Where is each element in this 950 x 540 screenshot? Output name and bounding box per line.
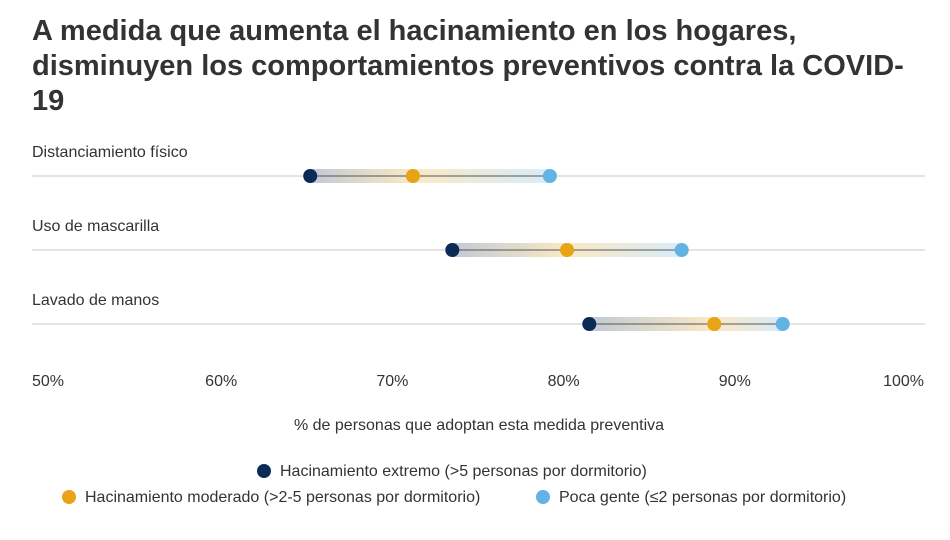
chart-title: A medida que aumenta el hacinamiento en … [32, 15, 904, 117]
x-tick-label: 80% [548, 373, 580, 390]
legend-item: Hacinamiento moderado (>2-5 personas por… [62, 489, 480, 506]
data-point [303, 169, 318, 183]
x-tick-label: 50% [32, 373, 64, 390]
legend-swatch [257, 464, 271, 478]
data-point [560, 243, 575, 257]
legend-label: Hacinamiento extremo (>5 personas por do… [280, 463, 647, 480]
legend-label: Hacinamiento moderado (>2-5 personas por… [85, 489, 480, 506]
data-point [582, 317, 597, 331]
category-label: Lavado de manos [32, 292, 159, 309]
legend: Hacinamiento extremo (>5 personas por do… [62, 463, 846, 506]
data-point [405, 169, 420, 183]
legend-label: Poca gente (≤2 personas por dormitorio) [559, 489, 846, 506]
x-tick-label: 60% [205, 373, 237, 390]
x-tick-label: 70% [376, 373, 408, 390]
plot-rows: Distanciamiento físico Uso de mascarilla L… [32, 144, 925, 331]
data-point [775, 317, 790, 331]
x-axis-ticks: 50% 60% 70% 80% 90% 100% [32, 373, 924, 390]
data-point [707, 317, 722, 331]
legend-item: Hacinamiento extremo (>5 personas por do… [257, 463, 647, 480]
category-row: Lavado de manos [32, 292, 925, 331]
category-label: Distanciamiento físico [32, 144, 188, 161]
category-row: Distanciamiento físico [32, 144, 925, 183]
data-point [542, 169, 557, 183]
legend-swatch [536, 490, 550, 504]
data-point [674, 243, 689, 257]
data-point [445, 243, 460, 257]
x-tick-label: 90% [719, 373, 751, 390]
x-axis-label: % de personas que adoptan esta medida pr… [294, 417, 664, 434]
category-label: Uso de mascarilla [32, 218, 159, 235]
category-row: Uso de mascarilla [32, 218, 925, 257]
x-tick-label: 100% [883, 373, 924, 390]
legend-item: Poca gente (≤2 personas por dormitorio) [536, 489, 846, 506]
legend-swatch [62, 490, 76, 504]
